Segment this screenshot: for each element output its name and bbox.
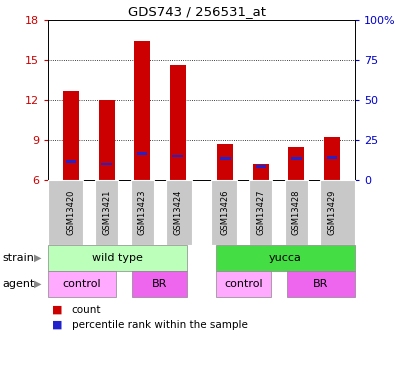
Text: wild type: wild type	[92, 253, 143, 263]
Bar	[134, 41, 150, 180]
Text: GSM13424: GSM13424	[173, 190, 182, 235]
Text: GSM13427: GSM13427	[256, 190, 265, 235]
Bar	[291, 157, 302, 160]
Text: BR: BR	[152, 279, 167, 289]
Bar	[327, 156, 337, 159]
Bar	[66, 160, 76, 163]
Bar	[137, 152, 147, 155]
Text: agent: agent	[2, 279, 34, 289]
Bar	[99, 100, 115, 180]
Bar	[102, 162, 112, 165]
Bar	[288, 147, 305, 180]
Text: GSM13429: GSM13429	[327, 190, 337, 235]
Bar	[253, 164, 269, 180]
Bar	[172, 154, 183, 158]
Bar	[256, 165, 266, 168]
Text: GSM13423: GSM13423	[137, 190, 147, 235]
Bar	[220, 157, 231, 160]
Text: GSM13420: GSM13420	[67, 190, 75, 235]
Text: control: control	[63, 279, 102, 289]
Text: ■: ■	[52, 305, 62, 315]
Text: strain: strain	[2, 253, 34, 263]
Text: ▶: ▶	[34, 279, 42, 289]
Bar	[63, 91, 79, 180]
Text: GSM13426: GSM13426	[221, 190, 230, 235]
Text: control: control	[224, 279, 263, 289]
Text: GSM13428: GSM13428	[292, 190, 301, 235]
Text: percentile rank within the sample: percentile rank within the sample	[72, 320, 248, 330]
Bar	[169, 65, 186, 180]
Text: BR: BR	[313, 279, 329, 289]
Text: yucca: yucca	[269, 253, 302, 263]
Bar	[218, 144, 233, 180]
Text: ▶: ▶	[34, 253, 42, 263]
Text: ■: ■	[52, 320, 62, 330]
Text: GDS743 / 256531_at: GDS743 / 256531_at	[128, 5, 267, 18]
Bar	[324, 137, 340, 180]
Text: GSM13421: GSM13421	[102, 190, 111, 235]
Text: count: count	[72, 305, 101, 315]
